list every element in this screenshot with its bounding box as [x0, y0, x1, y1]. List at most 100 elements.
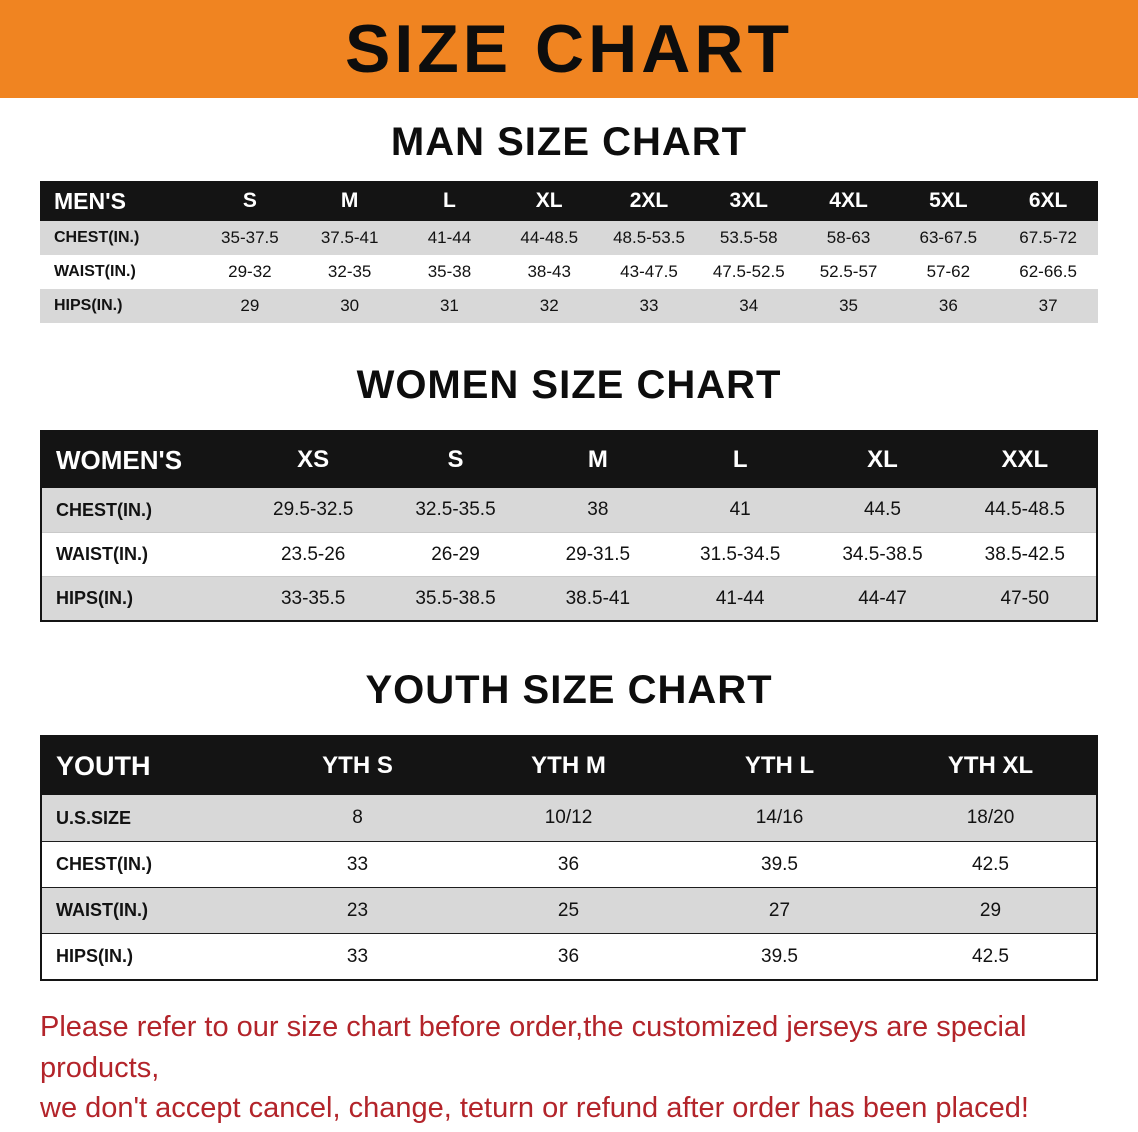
table-cell: 38.5-41: [565, 587, 631, 609]
table-header-cell: XXL: [1001, 446, 1049, 473]
table-cell: 31.5-34.5: [700, 543, 781, 565]
table-cell: 29.5-32.5: [273, 499, 354, 520]
table-row: WAIST(IN.) 29-32 32-35 35-38 38-43 43-47…: [40, 255, 1098, 289]
table-cell: 62-66.5: [1019, 262, 1077, 281]
men-table-header-row: MEN'S S M L XL 2XL 3XL 4XL 5XL 6XL: [40, 181, 1098, 221]
table-cell: 41: [729, 499, 751, 520]
table-cell: 37.5-41: [320, 228, 379, 247]
notice-line-2: we don't accept cancel, change, teturn o…: [40, 1092, 1029, 1125]
table-header-cell: XS: [297, 446, 330, 473]
table-row: CHEST(IN.) 35-37.5 37.5-41 41-44 44-48.5…: [40, 221, 1098, 255]
table-cell: 29: [979, 899, 1002, 921]
table-cell: 8: [352, 807, 363, 828]
women-table-header-row: WOMEN'S XS S M L XL XXL: [42, 432, 1096, 488]
youth-section-heading: YOUTH SIZE CHART: [365, 668, 773, 712]
table-cell: 57-62: [926, 262, 971, 281]
table-cell: 36: [557, 945, 580, 967]
table-header-cell: YTH S: [322, 752, 393, 779]
men-section-heading: MAN SIZE CHART: [390, 120, 748, 164]
table-cell: 36: [938, 296, 958, 315]
table-cell: 43-47.5: [620, 262, 678, 281]
table-cell: 33: [639, 296, 659, 315]
row-label: HIPS(IN.): [56, 588, 134, 608]
table-cell: 23: [346, 899, 369, 921]
table-cell: 26-29: [431, 543, 480, 565]
table-cell: 18/20: [966, 807, 1015, 828]
table-cell: 37: [1038, 296, 1058, 315]
table-cell: 44-48.5: [520, 228, 579, 247]
table-cell: 36: [557, 853, 580, 875]
table-header-cell: XL: [535, 189, 563, 212]
table-cell: 38-43: [527, 262, 571, 281]
table-cell: 33-35.5: [280, 587, 346, 609]
table-cell: 58-63: [826, 228, 871, 247]
youth-table-header-row: YOUTH YTH S YTH M YTH L YTH XL: [42, 737, 1096, 795]
row-label: WAIST(IN.): [56, 900, 148, 920]
table-cell: 39.5: [761, 945, 798, 967]
table-cell: 41-44: [715, 587, 765, 609]
table-cell: 39.5: [761, 853, 798, 875]
row-label: WAIST(IN.): [54, 263, 136, 280]
row-label: WAIST(IN.): [56, 544, 148, 564]
table-header-cell: S: [242, 189, 257, 212]
women-size-table: WOMEN'S XS S M L XL XXL CHEST(IN.) 29.5-…: [40, 430, 1098, 622]
table-cell: 35: [839, 296, 858, 315]
table-cell: 47-50: [1000, 587, 1050, 609]
table-header-cell: XL: [867, 446, 898, 473]
row-label: U.S.SIZE: [56, 807, 132, 828]
table-cell: 35-38: [427, 262, 472, 281]
table-header-cell: 4XL: [829, 189, 868, 212]
table-header-cell: 2XL: [629, 189, 669, 212]
table-row: U.S.SIZE 8 10/12 14/16 18/20: [42, 795, 1096, 841]
table-cell: 53.5-58: [719, 228, 778, 247]
table-header-cell: 5XL: [929, 189, 968, 212]
table-row: HIPS(IN.) 29 30 31 32 33 34 35 36 37: [40, 289, 1098, 323]
table-cell: 44-47: [858, 587, 907, 609]
row-label: CHEST(IN.): [56, 499, 152, 520]
table-row: WAIST(IN.) 23.5-26 26-29 29-31.5 31.5-34…: [42, 532, 1096, 576]
table-header-cell: YTH XL: [947, 752, 1034, 779]
table-header-cell: YOUTH: [56, 750, 151, 781]
table-cell: 47.5-52.5: [712, 262, 785, 281]
table-row: CHEST(IN.) 33 36 39.5 42.5: [42, 841, 1096, 887]
table-header-cell: WOMEN'S: [56, 444, 183, 475]
table-row: WAIST(IN.) 23 25 27 29: [42, 887, 1096, 933]
table-cell: 25: [557, 899, 580, 921]
table-cell: 29: [240, 296, 260, 315]
table-cell: 33: [346, 945, 369, 967]
women-section-heading: WOMEN SIZE CHART: [356, 363, 782, 407]
table-cell: 44.5: [864, 499, 901, 520]
table-cell: 35.5-38.5: [415, 587, 496, 609]
youth-size-table: YOUTH YTH S YTH M YTH L YTH XL U.S.SIZE …: [40, 735, 1098, 981]
table-cell: 14/16: [755, 807, 804, 828]
table-cell: 32-35: [327, 262, 372, 281]
table-cell: 52.5-57: [819, 262, 878, 281]
table-cell: 29-32: [228, 262, 272, 281]
table-cell: 44.5-48.5: [984, 499, 1065, 520]
table-header-cell: MEN'S: [54, 187, 126, 214]
table-cell: 30: [340, 296, 360, 315]
table-header-cell: M: [587, 446, 608, 473]
table-cell: 23.5-26: [280, 543, 346, 565]
order-notice: Please refer to our size chart before or…: [40, 1007, 1098, 1129]
table-header-cell: 6XL: [1028, 189, 1068, 212]
size-chart-banner: SIZE CHART: [0, 0, 1138, 98]
table-cell: 32.5-35.5: [415, 499, 496, 520]
table-header-cell: YTH L: [744, 752, 815, 779]
table-row: HIPS(IN.) 33-35.5 35.5-38.5 38.5-41 41-4…: [42, 576, 1096, 620]
table-header-cell: S: [447, 446, 464, 473]
men-size-table: MEN'S S M L XL 2XL 3XL 4XL 5XL 6XL CHEST…: [40, 181, 1098, 323]
table-cell: 31: [439, 296, 459, 315]
table-cell: 34: [739, 296, 759, 315]
table-header-cell: 3XL: [729, 189, 769, 212]
table-row: CHEST(IN.) 29.5-32.5 32.5-35.5 38 41 44.…: [42, 488, 1096, 532]
table-cell: 42.5: [972, 853, 1009, 875]
row-label: CHEST(IN.): [56, 854, 152, 874]
table-cell: 41-44: [427, 228, 472, 247]
table-cell: 32: [539, 296, 559, 315]
table-header-cell: YTH M: [531, 752, 606, 779]
table-cell: 27: [768, 899, 791, 921]
table-cell: 29-31.5: [565, 543, 631, 565]
table-cell: 42.5: [972, 945, 1009, 967]
row-label: HIPS(IN.): [54, 297, 123, 314]
